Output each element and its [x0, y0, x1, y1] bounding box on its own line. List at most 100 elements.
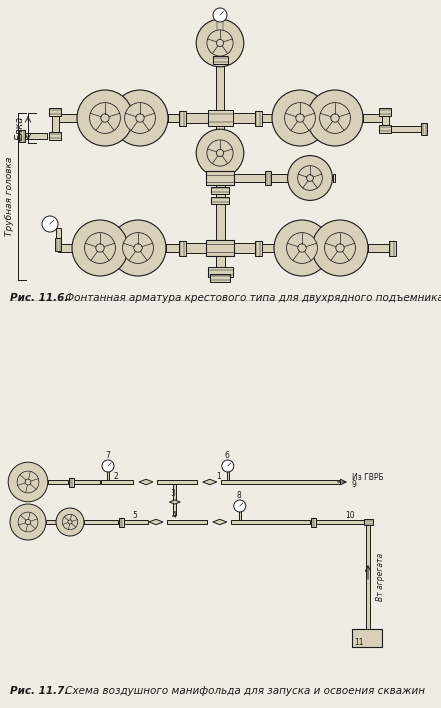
- Circle shape: [222, 460, 234, 472]
- Bar: [206, 171, 234, 185]
- Circle shape: [96, 244, 104, 252]
- Text: Вт агрегата: Вт агрегата: [376, 553, 385, 601]
- Circle shape: [196, 129, 244, 177]
- Circle shape: [18, 512, 38, 532]
- Text: 10: 10: [345, 511, 355, 520]
- Bar: [312, 244, 330, 252]
- Bar: [234, 174, 265, 182]
- Circle shape: [10, 504, 46, 540]
- Circle shape: [284, 103, 315, 133]
- Bar: [216, 253, 224, 278]
- Bar: [232, 113, 258, 123]
- Bar: [25, 133, 47, 139]
- Bar: [385, 126, 426, 132]
- Bar: [254, 110, 262, 125]
- Circle shape: [196, 19, 244, 67]
- Circle shape: [312, 220, 368, 276]
- Text: 4: 4: [172, 511, 177, 520]
- Bar: [254, 241, 262, 256]
- Text: 8: 8: [237, 491, 242, 500]
- Bar: [262, 114, 272, 122]
- Bar: [119, 518, 123, 527]
- Circle shape: [62, 514, 78, 530]
- Bar: [110, 244, 186, 252]
- Circle shape: [207, 30, 233, 56]
- Bar: [379, 125, 391, 133]
- Circle shape: [217, 149, 224, 156]
- Circle shape: [42, 216, 58, 232]
- Bar: [366, 522, 370, 632]
- Bar: [379, 108, 391, 116]
- Polygon shape: [139, 479, 153, 485]
- Text: Трубная головка: Трубная головка: [5, 156, 15, 236]
- Circle shape: [25, 519, 31, 525]
- Bar: [68, 477, 74, 486]
- Text: 7: 7: [105, 451, 110, 460]
- Circle shape: [298, 166, 322, 190]
- Bar: [58, 244, 128, 252]
- Circle shape: [298, 244, 306, 252]
- Text: 3: 3: [171, 489, 176, 498]
- Bar: [316, 520, 368, 524]
- Circle shape: [134, 244, 142, 252]
- Text: Елка: Елка: [15, 116, 25, 140]
- Text: 2: 2: [113, 472, 118, 481]
- Circle shape: [331, 114, 339, 122]
- Bar: [179, 110, 186, 125]
- Bar: [211, 197, 229, 203]
- Circle shape: [25, 479, 31, 485]
- Bar: [55, 114, 133, 122]
- Circle shape: [306, 175, 314, 181]
- Bar: [216, 60, 224, 113]
- Bar: [77, 114, 168, 122]
- Circle shape: [8, 462, 48, 502]
- Bar: [48, 480, 68, 484]
- Circle shape: [56, 508, 84, 536]
- Text: 5: 5: [132, 511, 137, 520]
- Bar: [157, 480, 197, 484]
- Bar: [310, 518, 315, 527]
- Bar: [179, 241, 186, 256]
- Circle shape: [136, 114, 144, 122]
- Bar: [84, 520, 118, 524]
- Text: 6: 6: [225, 451, 230, 460]
- Circle shape: [125, 103, 155, 133]
- Bar: [19, 130, 25, 142]
- Circle shape: [287, 233, 318, 263]
- Circle shape: [272, 90, 328, 146]
- Bar: [265, 171, 271, 185]
- Circle shape: [85, 233, 116, 263]
- Circle shape: [336, 244, 344, 252]
- Circle shape: [102, 460, 114, 472]
- Bar: [216, 173, 224, 177]
- Circle shape: [320, 103, 351, 133]
- Bar: [206, 240, 234, 256]
- Bar: [52, 108, 59, 140]
- Circle shape: [325, 233, 355, 263]
- Bar: [210, 274, 230, 282]
- Circle shape: [307, 90, 363, 146]
- Bar: [112, 114, 186, 122]
- Bar: [363, 519, 373, 525]
- Bar: [220, 480, 340, 484]
- Bar: [214, 22, 226, 30]
- Bar: [49, 132, 61, 140]
- Bar: [74, 480, 100, 484]
- Polygon shape: [149, 519, 163, 525]
- Circle shape: [101, 114, 109, 122]
- Circle shape: [213, 8, 227, 22]
- Circle shape: [296, 114, 304, 122]
- Bar: [368, 244, 390, 252]
- Bar: [307, 114, 328, 122]
- Bar: [271, 174, 288, 182]
- Bar: [55, 237, 61, 251]
- Bar: [208, 110, 232, 126]
- Circle shape: [90, 103, 120, 133]
- Bar: [262, 244, 274, 252]
- Text: 11: 11: [354, 638, 363, 647]
- Polygon shape: [203, 479, 217, 485]
- Bar: [49, 108, 61, 116]
- Circle shape: [274, 220, 330, 276]
- Text: Рис. 11.6.: Рис. 11.6.: [10, 293, 68, 303]
- Bar: [46, 520, 56, 524]
